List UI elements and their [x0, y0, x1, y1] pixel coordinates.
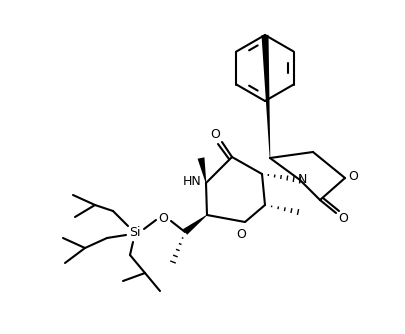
Text: O: O [209, 128, 220, 141]
Polygon shape [182, 215, 207, 235]
Text: Si: Si [129, 226, 141, 239]
Text: HN: HN [182, 174, 201, 187]
Text: O: O [337, 211, 347, 224]
Text: O: O [158, 211, 168, 224]
Text: N: N [296, 172, 306, 185]
Polygon shape [197, 157, 206, 183]
Text: O: O [235, 227, 245, 240]
Text: O: O [347, 169, 357, 182]
Polygon shape [261, 35, 270, 158]
